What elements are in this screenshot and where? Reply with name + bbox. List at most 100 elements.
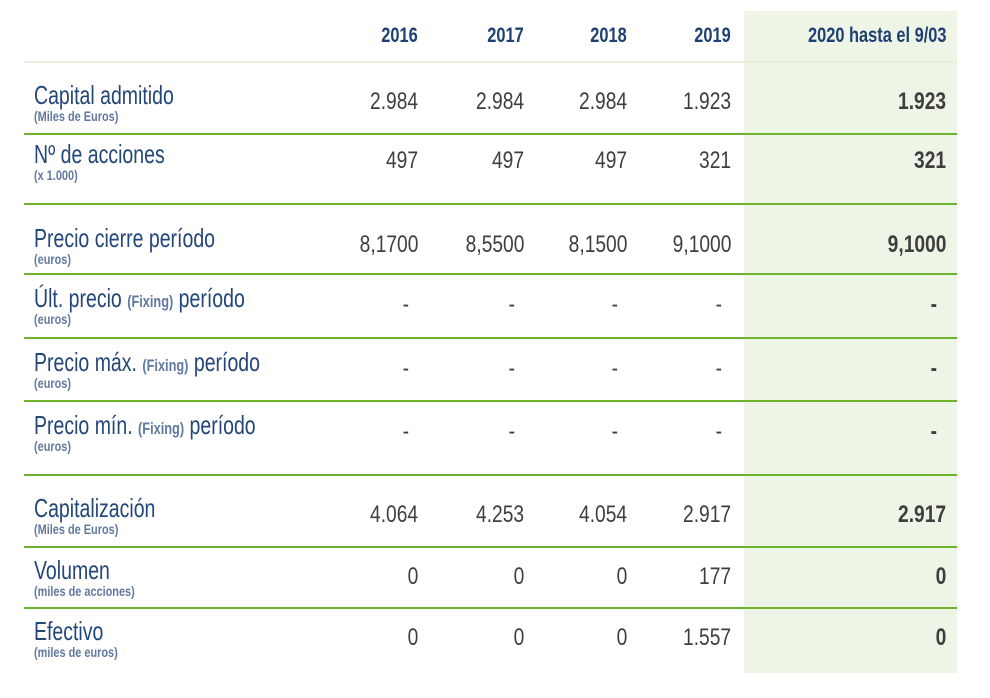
table-row-ult-precio: Últ. precio (Fixing) período (euros) - -… <box>24 274 957 338</box>
cell-2020-highlight: 9,1000 <box>744 204 957 274</box>
cell-2020-highlight: 0 <box>744 608 957 673</box>
gap-cell <box>731 338 744 401</box>
cell-2016: - <box>402 418 409 445</box>
row-sublabel: (euros) <box>34 251 72 267</box>
row-label-text: Nº de acciones <box>34 139 165 169</box>
gap-cell <box>731 401 744 475</box>
row-sublabel: (euros) <box>34 375 72 391</box>
gap-cell <box>731 274 744 338</box>
row-label-suffix: período <box>178 283 245 313</box>
cell-2017: - <box>508 291 515 318</box>
row-label-text: Últ. precio <box>34 283 122 313</box>
cell-2018: 0 <box>616 624 627 651</box>
cell-2020-highlight: - <box>744 401 957 475</box>
table-row-precio-cierre: Precio cierre período (euros) 8,1700 8,5… <box>24 204 957 274</box>
cell-2019: - <box>715 418 722 445</box>
cell-2018: 497 <box>594 147 627 174</box>
cell-2020-highlight: - <box>744 338 957 401</box>
cell-2017: 0 <box>513 563 524 590</box>
row-label: Precio mín. (Fixing) período (euros) <box>24 401 314 475</box>
table-row-precio-min: Precio mín. (Fixing) período (euros) - -… <box>24 401 957 475</box>
cell-2020-highlight: - <box>744 274 957 338</box>
cell-2017: - <box>508 418 515 445</box>
table-row-volumen: Volumen (miles de acciones) 0 0 0 177 0 <box>24 547 957 608</box>
cell-2017: 4.253 <box>475 501 524 528</box>
row-label: Últ. precio (Fixing) período (euros) <box>24 274 314 338</box>
row-label-suffix: período <box>189 410 256 440</box>
row-sublabel: (Miles de Euros) <box>34 108 119 124</box>
cell-2016: 0 <box>407 624 418 651</box>
table-row-n-acciones: Nº de acciones (x 1.000) 497 497 497 321… <box>24 134 957 204</box>
cell-2017: 8,5500 <box>465 231 524 258</box>
gap-cell <box>731 204 744 274</box>
row-label-fixing: (Fixing) <box>142 356 189 375</box>
header-year-2017: 2017 <box>487 24 524 47</box>
cell-2016: 497 <box>385 147 418 174</box>
row-label: Precio cierre período (euros) <box>24 204 314 274</box>
cell-2018: 8,1500 <box>568 231 627 258</box>
header-year-2018: 2018 <box>590 24 627 47</box>
header-gap-cell <box>731 11 744 62</box>
cell-2019: 1.923 <box>682 88 731 115</box>
cell-2017: 497 <box>491 147 524 174</box>
header-row: 2016 2017 2018 2019 2020 hasta el 9/03 <box>24 11 957 62</box>
row-sublabel: (Miles de Euros) <box>34 521 119 537</box>
gap-cell <box>731 547 744 608</box>
row-label: Efectivo (miles de euros) <box>24 608 314 673</box>
row-label-text: Efectivo <box>34 616 104 646</box>
header-2020-highlight: 2020 hasta el 9/03 <box>744 11 957 62</box>
cell-2020-highlight: 0 <box>744 547 957 608</box>
row-sublabel: (euros) <box>34 438 72 454</box>
cell-2016: - <box>402 355 409 382</box>
header-year-2019: 2019 <box>694 24 731 47</box>
cell-2016: 2.984 <box>369 88 418 115</box>
row-label: Capital admitido (Miles de Euros) <box>24 62 314 134</box>
cell-2018: - <box>611 418 618 445</box>
row-label: Precio máx. (Fixing) período (euros) <box>24 338 314 401</box>
table-row-capitalizacion: Capitalización (Miles de Euros) 4.064 4.… <box>24 475 957 547</box>
header-empty-cell <box>24 11 314 62</box>
row-sublabel: (miles de euros) <box>34 644 118 660</box>
row-label-fixing: (Fixing) <box>138 419 185 438</box>
row-sublabel: (miles de acciones) <box>34 583 135 599</box>
table-row-capital-admitido: Capital admitido (Miles de Euros) 2.984 … <box>24 62 957 134</box>
cell-2018: 4.054 <box>578 501 627 528</box>
cell-2020-highlight: 321 <box>744 134 957 204</box>
cell-2018: 0 <box>616 563 627 590</box>
gap-cell <box>731 62 744 134</box>
cell-2018: - <box>611 355 618 382</box>
row-label-text: Precio mín. <box>34 410 133 440</box>
cell-2019: 9,1000 <box>672 231 731 258</box>
row-label-text: Precio máx. <box>34 347 137 377</box>
cell-2016: - <box>402 291 409 318</box>
row-sublabel: (x 1.000) <box>34 167 78 183</box>
cell-2020-highlight: 2.917 <box>744 475 957 547</box>
cell-2019: 2.917 <box>682 501 731 528</box>
cell-2018: 2.984 <box>578 88 627 115</box>
row-label-fixing: (Fixing) <box>127 292 174 311</box>
row-label-text: Capitalización <box>34 493 156 523</box>
row-label: Nº de acciones (x 1.000) <box>24 134 314 204</box>
cell-2020-highlight: 1.923 <box>744 62 957 134</box>
cell-2019: 321 <box>698 147 731 174</box>
cell-2016: 0 <box>407 563 418 590</box>
cell-2017: 0 <box>513 624 524 651</box>
table-row-efectivo: Efectivo (miles de euros) 0 0 0 1.557 0 <box>24 608 957 673</box>
gap-cell <box>731 475 744 547</box>
header-year-2016: 2016 <box>381 24 418 47</box>
cell-2017: - <box>508 355 515 382</box>
stock-quote-table: 2016 2017 2018 2019 2020 hasta el 9/03 C… <box>24 11 957 673</box>
row-sublabel: (euros) <box>34 311 72 327</box>
row-label-text: Precio cierre período <box>34 223 216 253</box>
gap-cell <box>731 134 744 204</box>
row-label: Capitalización (Miles de Euros) <box>24 475 314 547</box>
gap-cell <box>731 608 744 673</box>
cell-2019: 1.557 <box>682 624 731 651</box>
row-label-text: Capital admitido <box>34 80 174 110</box>
cell-2017: 2.984 <box>475 88 524 115</box>
table-row-precio-max: Precio máx. (Fixing) período (euros) - -… <box>24 338 957 401</box>
cell-2018: - <box>611 291 618 318</box>
row-label-suffix: período <box>193 347 260 377</box>
cell-2019: 177 <box>698 563 731 590</box>
row-label: Volumen (miles de acciones) <box>24 547 314 608</box>
